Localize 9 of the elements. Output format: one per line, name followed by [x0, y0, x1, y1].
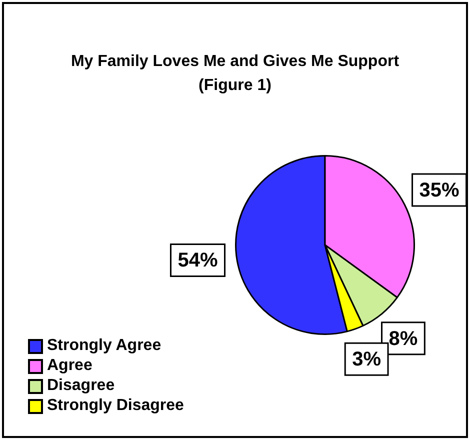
- legend-label: Strongly Disagree: [47, 397, 184, 415]
- data-label: 35%: [419, 179, 460, 202]
- data-label: 3%: [352, 348, 382, 371]
- chart-title: My Family Loves Me and Gives Me Support (Figure 1): [70, 52, 400, 96]
- legend-label: Disagree: [47, 377, 115, 395]
- data-label: 54%: [178, 250, 218, 272]
- data-label: 8%: [388, 328, 418, 350]
- legend-label: Strongly Agree: [47, 337, 162, 355]
- legend-label: Agree: [47, 357, 92, 375]
